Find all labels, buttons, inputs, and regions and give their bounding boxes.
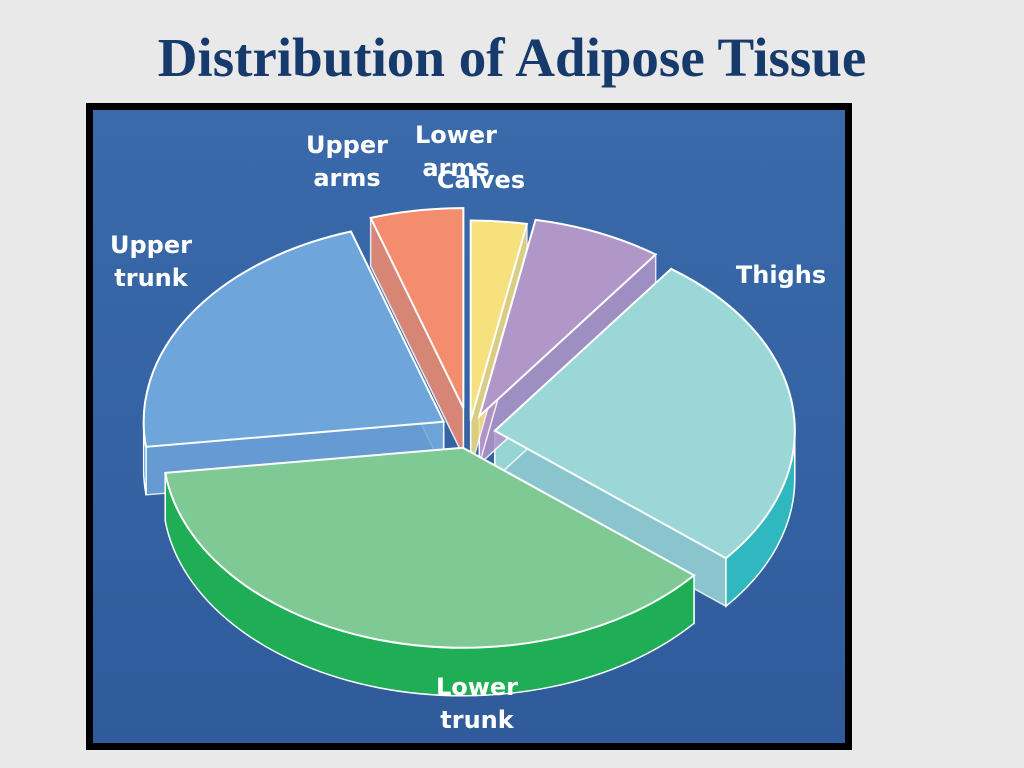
slice-label-calves: Calves <box>437 166 525 194</box>
slice-label-thighs: Thighs <box>736 261 826 289</box>
slice-lower-trunk <box>164 446 696 649</box>
slice-upper-arms <box>369 207 465 409</box>
slice-label-upper-arms: Upper arms <box>306 131 388 192</box>
slice-calves <box>477 218 658 420</box>
slice-label-lower-arms: Lower arms <box>415 121 497 182</box>
chart-title: Distribution of Adipose Tissue <box>157 27 867 88</box>
slice-label-lower-trunk: Lower trunk <box>436 673 518 734</box>
slice-lower-arms <box>469 219 529 421</box>
slice-upper-trunk <box>142 230 446 448</box>
slice-tops <box>142 207 796 649</box>
slice-thighs <box>493 267 796 560</box>
slice-label-upper-trunk: Upper trunk <box>110 231 192 292</box>
chart-frame: Lower arms Calves Thighs Lower trunk Upper trun… <box>86 103 852 750</box>
